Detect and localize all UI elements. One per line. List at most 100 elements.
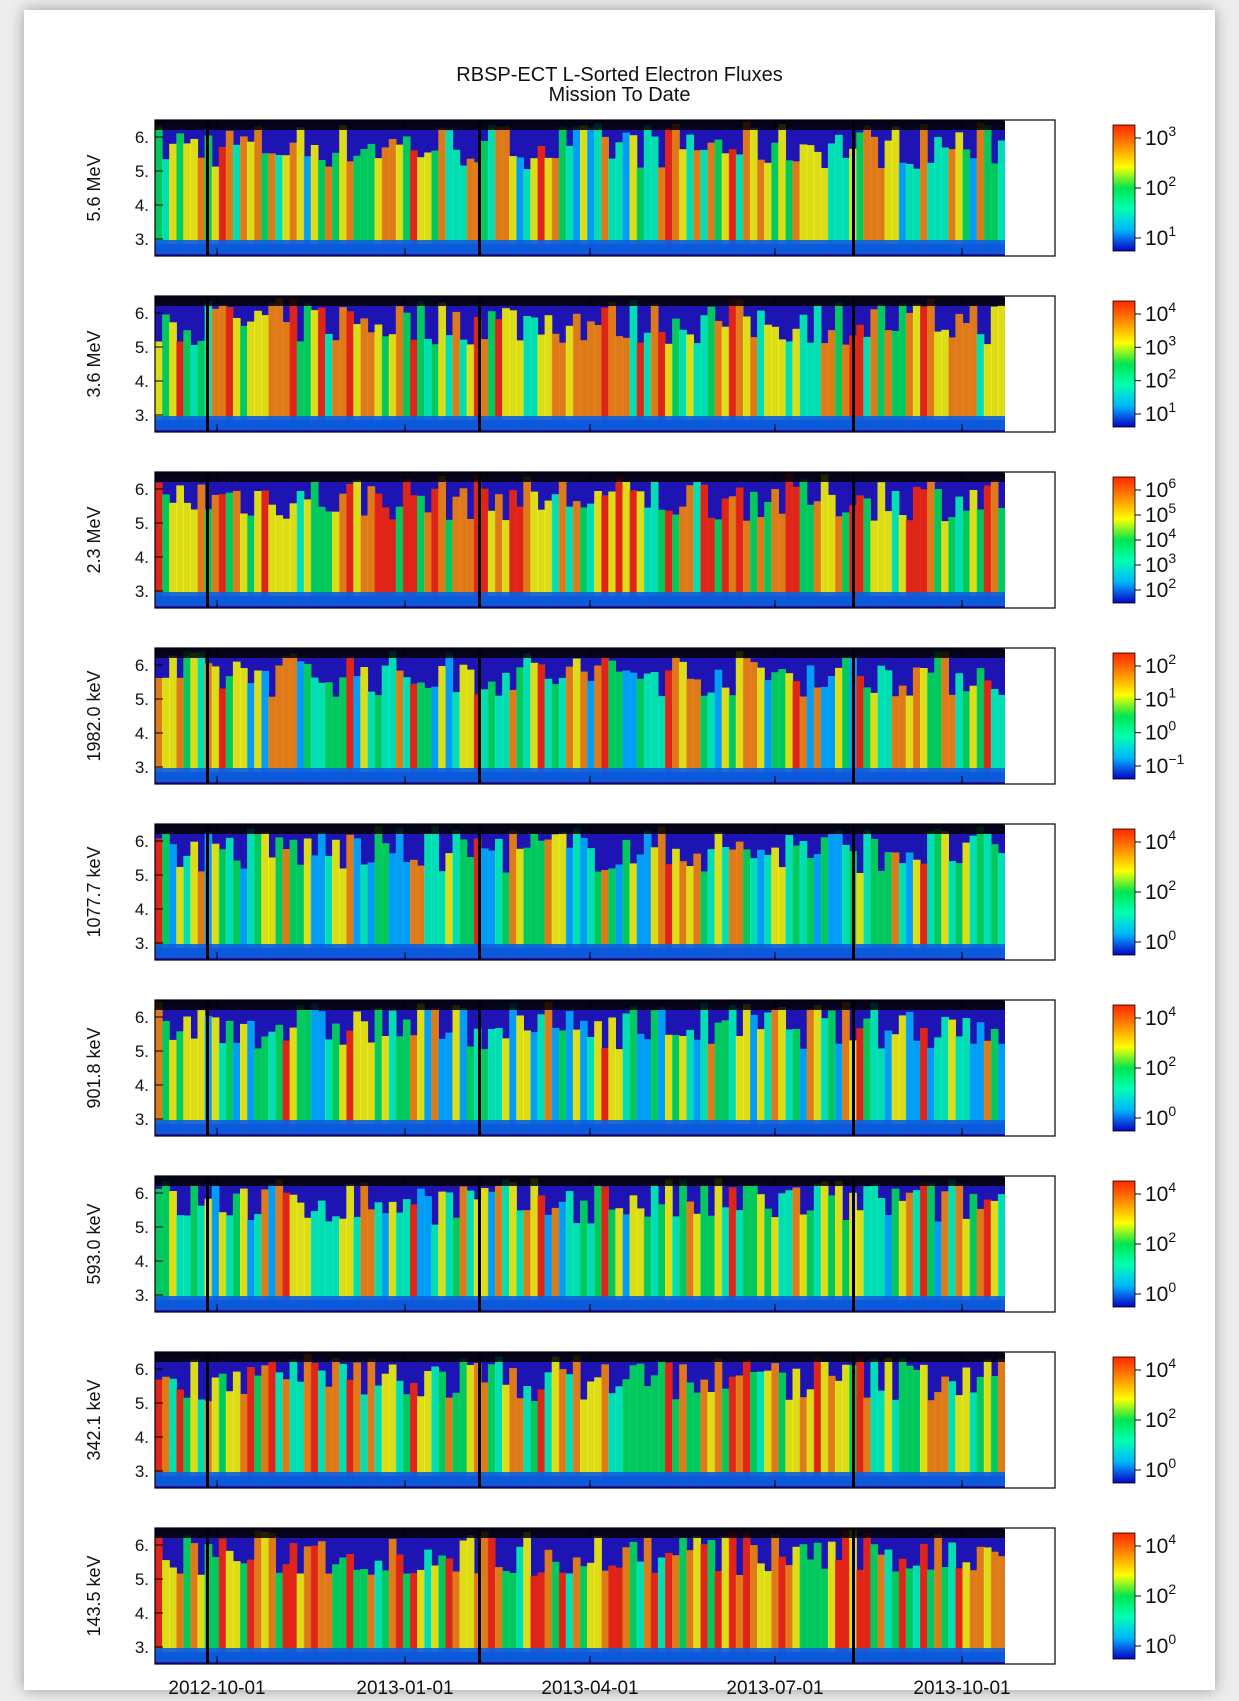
colorbar-label: 102 [1145, 173, 1176, 200]
y-tick-label: 3. [135, 582, 149, 601]
y-tick-label: 6. [135, 656, 149, 675]
panel-label: 901.8 keV [84, 1027, 104, 1108]
y-tick-label: 5. [135, 690, 149, 709]
panel-1: 3. 4. 5. 6. 5.6 MeV 101 102 103 [84, 119, 1176, 257]
x-tick-label: 2013-07-01 [726, 1678, 823, 1699]
colorbar [1112, 652, 1136, 780]
colorbar-label: 100 [1145, 718, 1176, 745]
colorbar-label: 104 [1145, 1531, 1176, 1558]
colorbar-label: 104 [1145, 827, 1176, 854]
colorbar-label: 102 [1145, 1405, 1176, 1432]
y-tick-label: 4. [135, 1428, 149, 1447]
colorbar-label: 100 [1145, 1103, 1176, 1130]
colorbar-label: 105 [1145, 500, 1176, 527]
colorbar-label: 10−1 [1145, 751, 1185, 778]
y-tick-label: 4. [135, 724, 149, 743]
colorbar-label: 100 [1145, 1279, 1176, 1306]
y-tick-label: 6. [135, 1536, 149, 1555]
y-tick-label: 6. [135, 1360, 149, 1379]
panel-5: 3. 4. 5. 6. 1077.7 keV 100 102 104 [84, 823, 1176, 961]
colorbar-label: 100 [1145, 927, 1176, 954]
panel-label: 342.1 keV [84, 1379, 104, 1460]
panel-2: 3. 4. 5. 6. 3.6 MeV 101 102 103 104 [84, 295, 1176, 433]
colorbar [1112, 124, 1136, 252]
spectrogram-1 [155, 120, 1055, 256]
colorbar-label: 102 [1145, 1229, 1176, 1256]
panel-label: 1982.0 keV [84, 670, 104, 761]
y-tick-label: 5. [135, 338, 149, 357]
colorbar-label: 101 [1145, 684, 1176, 711]
panel-frame [154, 119, 1056, 257]
colorbar-label: 104 [1145, 1179, 1176, 1206]
y-tick-label: 5. [135, 1042, 149, 1061]
panel-frame [154, 647, 1056, 785]
colorbar [1112, 1180, 1136, 1308]
y-tick-label: 4. [135, 196, 149, 215]
panel-label: 143.5 keV [84, 1555, 104, 1636]
y-tick-label: 6. [135, 1008, 149, 1027]
colorbar [1112, 476, 1136, 604]
colorbar-label: 102 [1145, 366, 1176, 393]
spectrogram-2 [155, 296, 1055, 432]
y-tick-label: 3. [135, 1462, 149, 1481]
panel-label: 593.0 keV [84, 1203, 104, 1284]
y-tick-label: 4. [135, 1252, 149, 1271]
y-tick-label: 5. [135, 162, 149, 181]
panel-6: 3. 4. 5. 6. 901.8 keV 100 102 104 [84, 999, 1176, 1137]
y-tick-label: 5. [135, 866, 149, 885]
colorbar [1112, 300, 1136, 428]
panel-frame [154, 823, 1056, 961]
y-tick-label: 5. [135, 1570, 149, 1589]
panel-frame [154, 295, 1056, 433]
y-tick-label: 3. [135, 1286, 149, 1305]
colorbar-label: 104 [1145, 525, 1176, 552]
panel-label: 5.6 MeV [84, 154, 104, 221]
panel-label: 2.3 MeV [84, 506, 104, 573]
colorbar-label: 103 [1145, 550, 1176, 577]
y-tick-label: 4. [135, 372, 149, 391]
colorbar-label: 104 [1145, 1355, 1176, 1382]
colorbar-label: 101 [1145, 399, 1176, 426]
y-tick-label: 3. [135, 406, 149, 425]
y-tick-label: 4. [135, 900, 149, 919]
panel-frame [154, 1527, 1056, 1665]
colorbar-label: 104 [1145, 299, 1176, 326]
colorbar [1112, 1356, 1136, 1484]
spectrogram-9 [155, 1528, 1055, 1664]
panel-frame [154, 471, 1056, 609]
colorbar [1112, 1004, 1136, 1132]
y-tick-label: 6. [135, 304, 149, 323]
chart-subtitle: Mission To Date [548, 84, 691, 106]
colorbar-label: 102 [1145, 651, 1176, 678]
panel-4: 3. 4. 5. 6. 1982.0 keV 10−1 100 101 102 [84, 647, 1185, 785]
y-tick-label: 4. [135, 1604, 149, 1623]
y-tick-label: 3. [135, 230, 149, 249]
y-tick-label: 3. [135, 1110, 149, 1129]
panel-frame [154, 1175, 1056, 1313]
panel-label: 3.6 MeV [84, 330, 104, 397]
chart-title: RBSP-ECT L-Sorted Electron Fluxes [456, 64, 783, 86]
spectrogram-3 [155, 472, 1055, 608]
colorbar [1112, 828, 1136, 956]
y-tick-label: 4. [135, 548, 149, 567]
y-tick-label: 6. [135, 832, 149, 851]
colorbar-label: 100 [1145, 1455, 1176, 1482]
panel-label: 1077.7 keV [84, 846, 104, 937]
spectrogram-4 [155, 648, 1055, 784]
y-tick-label: 4. [135, 1076, 149, 1095]
colorbar-label: 106 [1145, 475, 1176, 502]
y-tick-label: 5. [135, 1394, 149, 1413]
spectrogram-7 [155, 1176, 1055, 1312]
y-tick-label: 3. [135, 934, 149, 953]
colorbar-label: 102 [1145, 877, 1176, 904]
panel-7: 3. 4. 5. 6. 593.0 keV 100 102 104 [84, 1175, 1176, 1313]
y-tick-label: 6. [135, 1184, 149, 1203]
colorbar [1112, 1532, 1136, 1660]
y-tick-label: 5. [135, 1218, 149, 1237]
x-tick-label: 2013-04-01 [541, 1678, 638, 1699]
colorbar-label: 102 [1145, 1053, 1176, 1080]
y-tick-label: 3. [135, 758, 149, 777]
panel-frame [154, 999, 1056, 1137]
